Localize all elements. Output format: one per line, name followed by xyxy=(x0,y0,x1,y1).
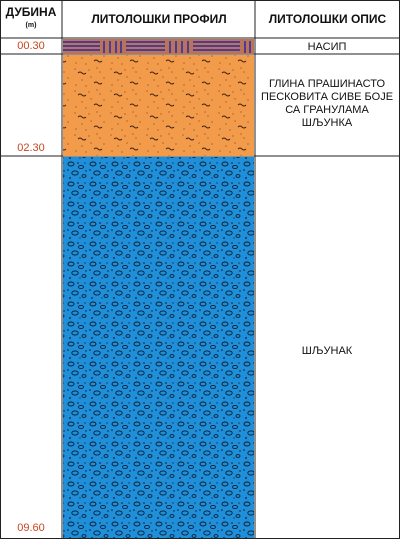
depth-unit: (m) xyxy=(25,22,37,29)
description-column-header: ЛИТОЛОШКИ ОПИС xyxy=(268,12,387,26)
depth-value-gravel: 09.60 xyxy=(17,522,45,534)
depth-label: ДУБИНА xyxy=(5,5,57,19)
depth-column-header: ДУБИНА (m) xyxy=(0,0,62,38)
depth-value-fill: 00.30 xyxy=(17,40,45,52)
description-gravel: ШЉУНАК xyxy=(301,345,353,357)
profile-column-header: ЛИТОЛОШКИ ПРОФИЛ xyxy=(91,12,227,26)
gravel-layer xyxy=(63,157,254,538)
description-clay: ГЛИНА ПРАШИНАСТО ПЕСКОВИТА СИВЕ БОЈЕ СА … xyxy=(260,78,394,129)
depth-value-clay: 02.30 xyxy=(17,142,45,154)
description-fill: НАСИП xyxy=(307,41,347,53)
clay-layer xyxy=(63,55,254,156)
fill-layer xyxy=(63,39,254,54)
